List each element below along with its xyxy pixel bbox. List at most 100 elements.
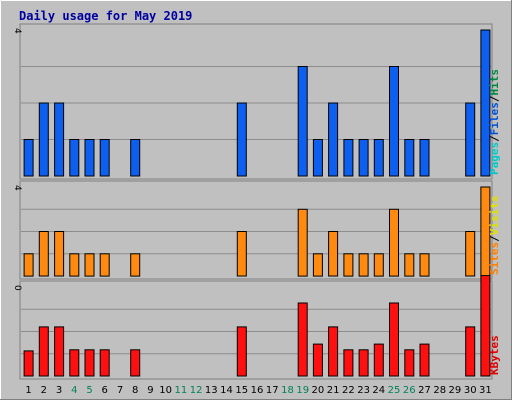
bar-day-27 bbox=[419, 139, 430, 177]
bar-day-25 bbox=[389, 302, 399, 377]
bar-day-25 bbox=[389, 66, 399, 177]
x-tick-label: 7 bbox=[117, 385, 123, 396]
bar-day-22 bbox=[343, 253, 354, 277]
x-tick-label: 5 bbox=[86, 385, 92, 396]
x-tick-label: 31 bbox=[479, 385, 492, 396]
bar-day-31 bbox=[480, 29, 491, 177]
bar-day-19 bbox=[297, 208, 308, 277]
bar-day-21 bbox=[328, 326, 339, 377]
x-tick-label: 21 bbox=[327, 385, 340, 396]
bar-day-15 bbox=[236, 231, 247, 277]
bar-day-1 bbox=[23, 350, 34, 377]
panel-max-label: 4 bbox=[12, 185, 22, 191]
legend-item: / bbox=[488, 235, 501, 242]
bar-day-21 bbox=[328, 231, 339, 277]
panel-legend: KBytes bbox=[488, 335, 501, 375]
x-tick-label: 11 bbox=[175, 385, 188, 396]
x-tick-label: 19 bbox=[296, 385, 309, 396]
bar-day-8 bbox=[130, 139, 141, 177]
legend-item: Pages bbox=[488, 142, 501, 175]
bar-day-4 bbox=[69, 139, 80, 177]
panel-legend: Pages/Files/Hits bbox=[488, 69, 501, 175]
legend-item: / bbox=[488, 95, 501, 102]
x-tick-label: 29 bbox=[449, 385, 462, 396]
bar-day-3 bbox=[54, 326, 65, 377]
panel-2: 4 Sites/Visits bbox=[12, 180, 501, 280]
x-tick-label: 2 bbox=[41, 385, 47, 396]
x-axis-labels: 1 2 3 4 5 6 7 8 9 10 11 12 13 14 15 16 17 18 19 20 21 22 23 24 2… bbox=[25, 385, 491, 396]
bar-day-8 bbox=[130, 349, 141, 377]
x-tick-label: 25 bbox=[388, 385, 401, 396]
bar-day-6 bbox=[99, 139, 110, 177]
x-tick-label: 10 bbox=[159, 385, 172, 396]
bar-day-1 bbox=[23, 253, 34, 277]
bar-day-5 bbox=[84, 139, 95, 177]
bar-day-8 bbox=[130, 253, 141, 277]
bar-day-2 bbox=[38, 231, 49, 277]
bar-day-1 bbox=[23, 139, 34, 177]
bar-day-26 bbox=[404, 253, 415, 277]
bar-day-2 bbox=[38, 326, 49, 377]
x-tick-label: 17 bbox=[266, 385, 279, 396]
x-tick-label: 3 bbox=[56, 385, 62, 396]
x-tick-label: 18 bbox=[281, 385, 294, 396]
x-tick-label: 14 bbox=[220, 385, 233, 396]
bar-day-24 bbox=[373, 253, 384, 277]
chart-title: Daily usage for May 2019 bbox=[19, 9, 192, 23]
bar-day-2 bbox=[38, 102, 49, 177]
panel-3: 0 KBytes bbox=[12, 275, 501, 380]
bar-day-26 bbox=[404, 349, 415, 377]
bar-day-22 bbox=[343, 139, 354, 177]
bar-day-20 bbox=[312, 139, 323, 177]
bar-day-3 bbox=[54, 102, 65, 177]
bar-day-22 bbox=[343, 349, 354, 377]
panel-max-label: 4 bbox=[12, 28, 22, 34]
x-tick-label: 6 bbox=[102, 385, 108, 396]
x-tick-label: 28 bbox=[433, 385, 446, 396]
x-tick-label: 20 bbox=[312, 385, 325, 396]
bar-day-20 bbox=[312, 253, 323, 277]
bar-day-27 bbox=[419, 253, 430, 277]
bar-day-5 bbox=[84, 349, 95, 377]
x-tick-label: 4 bbox=[71, 385, 77, 396]
bar-day-30 bbox=[465, 326, 476, 377]
bar-day-6 bbox=[99, 253, 110, 277]
x-tick-label: 16 bbox=[251, 385, 264, 396]
legend-item: Visits bbox=[488, 196, 501, 236]
x-tick-label: 15 bbox=[235, 385, 248, 396]
bar-day-31 bbox=[480, 275, 491, 377]
bar-day-19 bbox=[297, 302, 308, 377]
x-tick-label: 24 bbox=[372, 385, 385, 396]
x-tick-label: 27 bbox=[418, 385, 431, 396]
bar-day-21 bbox=[328, 102, 339, 177]
x-tick-label: 22 bbox=[342, 385, 355, 396]
x-tick-label: 8 bbox=[132, 385, 138, 396]
bar-day-24 bbox=[373, 139, 384, 177]
legend-item: KBytes bbox=[488, 335, 501, 375]
bar-day-3 bbox=[54, 231, 65, 277]
bar-day-15 bbox=[236, 326, 247, 377]
bar-day-25 bbox=[389, 208, 399, 277]
bar-day-23 bbox=[358, 139, 369, 177]
x-tick-label: 1 bbox=[25, 385, 31, 396]
legend-item: Files bbox=[488, 102, 501, 135]
legend-item: Hits bbox=[488, 69, 501, 96]
x-tick-label: 13 bbox=[205, 385, 218, 396]
bar-day-27 bbox=[419, 343, 430, 377]
bar-day-24 bbox=[373, 343, 384, 377]
x-tick-label: 26 bbox=[403, 385, 416, 396]
x-tick-label: 30 bbox=[464, 385, 477, 396]
bar-day-23 bbox=[358, 349, 369, 377]
x-tick-label: 23 bbox=[357, 385, 370, 396]
x-tick-label: 9 bbox=[147, 385, 153, 396]
bar-day-20 bbox=[312, 343, 323, 377]
bar-day-19 bbox=[297, 66, 308, 177]
bar-day-4 bbox=[69, 349, 80, 377]
panel-max-label: 0 bbox=[12, 285, 22, 291]
panel-legend: Sites/Visits bbox=[488, 196, 501, 276]
bar-day-30 bbox=[465, 231, 476, 277]
